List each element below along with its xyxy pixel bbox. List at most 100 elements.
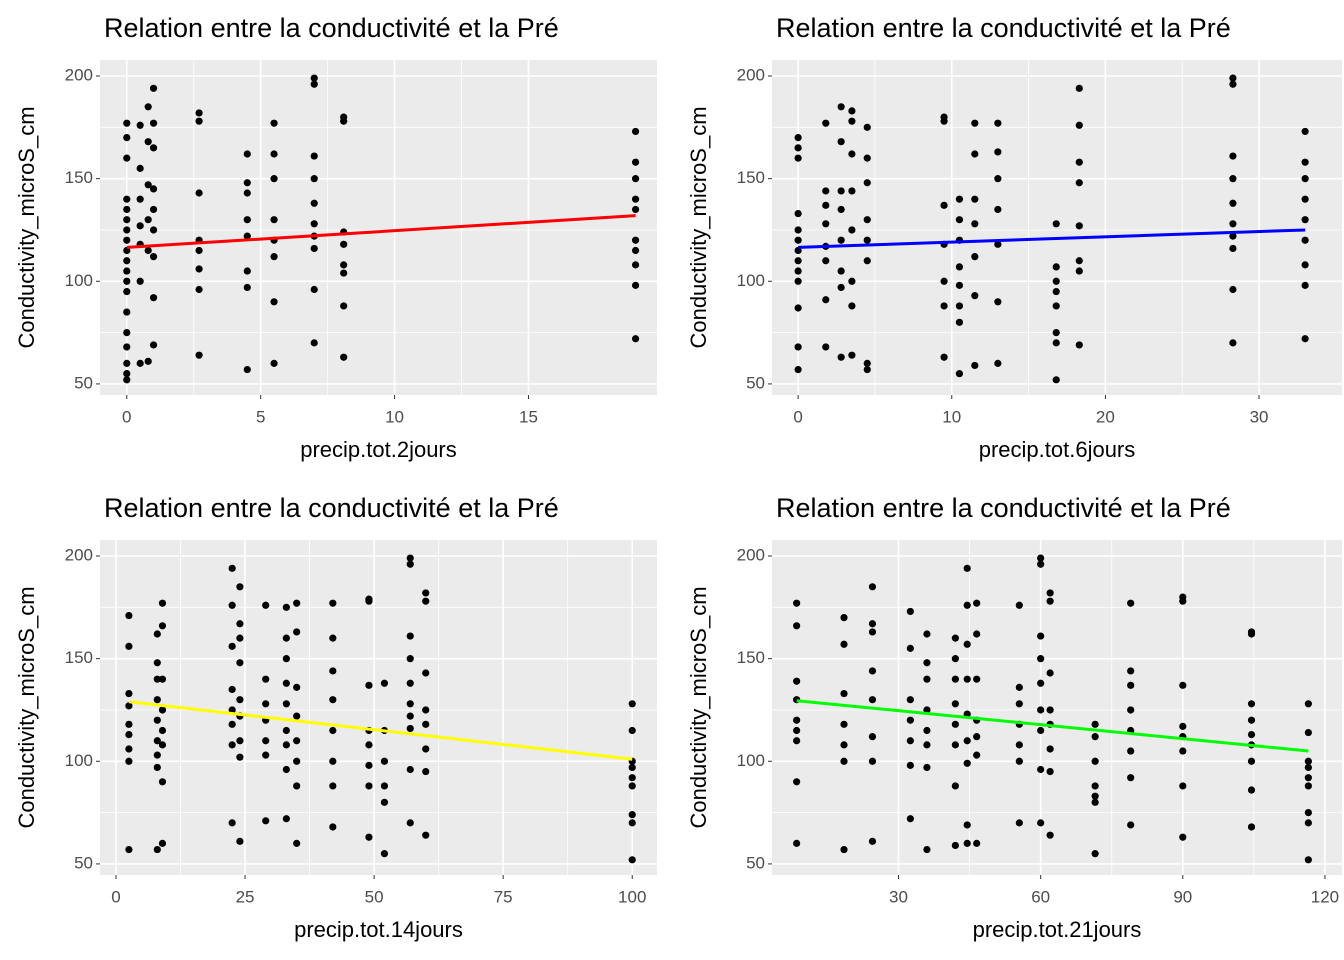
point [1127,599,1135,607]
point [1091,792,1099,800]
point [994,148,1002,156]
point [310,74,318,82]
y-tick-label: 150 [737,648,765,667]
point [1075,121,1083,129]
point [1247,786,1256,794]
point [329,599,337,607]
point [840,845,848,854]
point [158,706,167,714]
point [270,119,278,127]
point [1052,302,1060,310]
point [1247,716,1256,724]
x-tick-label: 75 [494,887,513,906]
point [228,819,236,827]
point [422,669,430,677]
point [243,216,251,224]
point [310,244,318,253]
point [848,117,856,125]
point [293,757,301,765]
point [1015,601,1023,609]
x-tick-label: 15 [519,407,538,426]
y-tick-label: 100 [65,271,93,290]
point [282,634,290,642]
point [158,726,167,735]
panel: 50 100 150 200 30 60 90 120 Relation entre la co… [686,493,1342,942]
point [195,246,203,255]
point [236,659,244,667]
point [123,359,131,367]
point [1301,175,1309,183]
point [144,246,152,255]
point [136,277,144,285]
point [1075,179,1083,187]
point [1247,700,1256,708]
point [1229,220,1237,228]
point [144,357,152,365]
point [125,730,133,739]
point [955,263,964,271]
point [837,283,845,292]
x-axis-label: precip.tot.6jours [979,437,1136,462]
point [1037,765,1045,774]
point [125,845,133,854]
point [123,205,131,214]
point [940,201,948,209]
point [973,630,981,638]
point [793,726,801,735]
point [1247,630,1256,638]
x-tick-label: 120 [1311,887,1339,906]
point [963,601,971,609]
point [365,681,373,689]
x-axis-label: precip.tot.21jours [973,917,1142,942]
point [123,370,131,378]
point [406,765,414,774]
point [1229,199,1237,207]
point [794,257,802,265]
point [971,361,979,370]
chart-title: Relation entre la conductivité et la Pré [776,493,1231,523]
point [628,782,636,790]
point [794,304,802,312]
point [365,782,373,790]
point [158,741,167,749]
point [1179,597,1187,605]
point [365,761,373,769]
point [329,696,337,704]
point [848,277,856,285]
point [123,376,131,384]
point [868,757,877,765]
point [406,655,414,663]
point [158,839,167,847]
panel: 50 100 150 200 0 25 50 75 100 Relation entre la c… [14,493,657,942]
point [840,613,848,622]
point [125,720,133,728]
point [1046,589,1054,597]
point [228,741,236,749]
point [973,751,981,759]
x-tick-label: 10 [385,407,404,426]
point [153,845,161,854]
point [923,659,931,667]
point [923,706,931,714]
point [236,753,244,761]
point [149,341,158,349]
point [422,597,430,605]
point [282,679,290,687]
point [262,700,270,708]
point [123,308,131,316]
point [1091,798,1099,806]
point [940,277,948,285]
point [1015,741,1023,749]
point [149,253,158,261]
point [848,226,856,234]
y-tick-label: 100 [65,751,93,770]
point [923,763,931,772]
point [1015,683,1023,691]
point [868,628,877,636]
point [848,351,856,359]
point [863,365,871,374]
point [293,712,301,720]
point [1091,757,1099,765]
point [837,138,845,146]
point [1037,554,1045,562]
